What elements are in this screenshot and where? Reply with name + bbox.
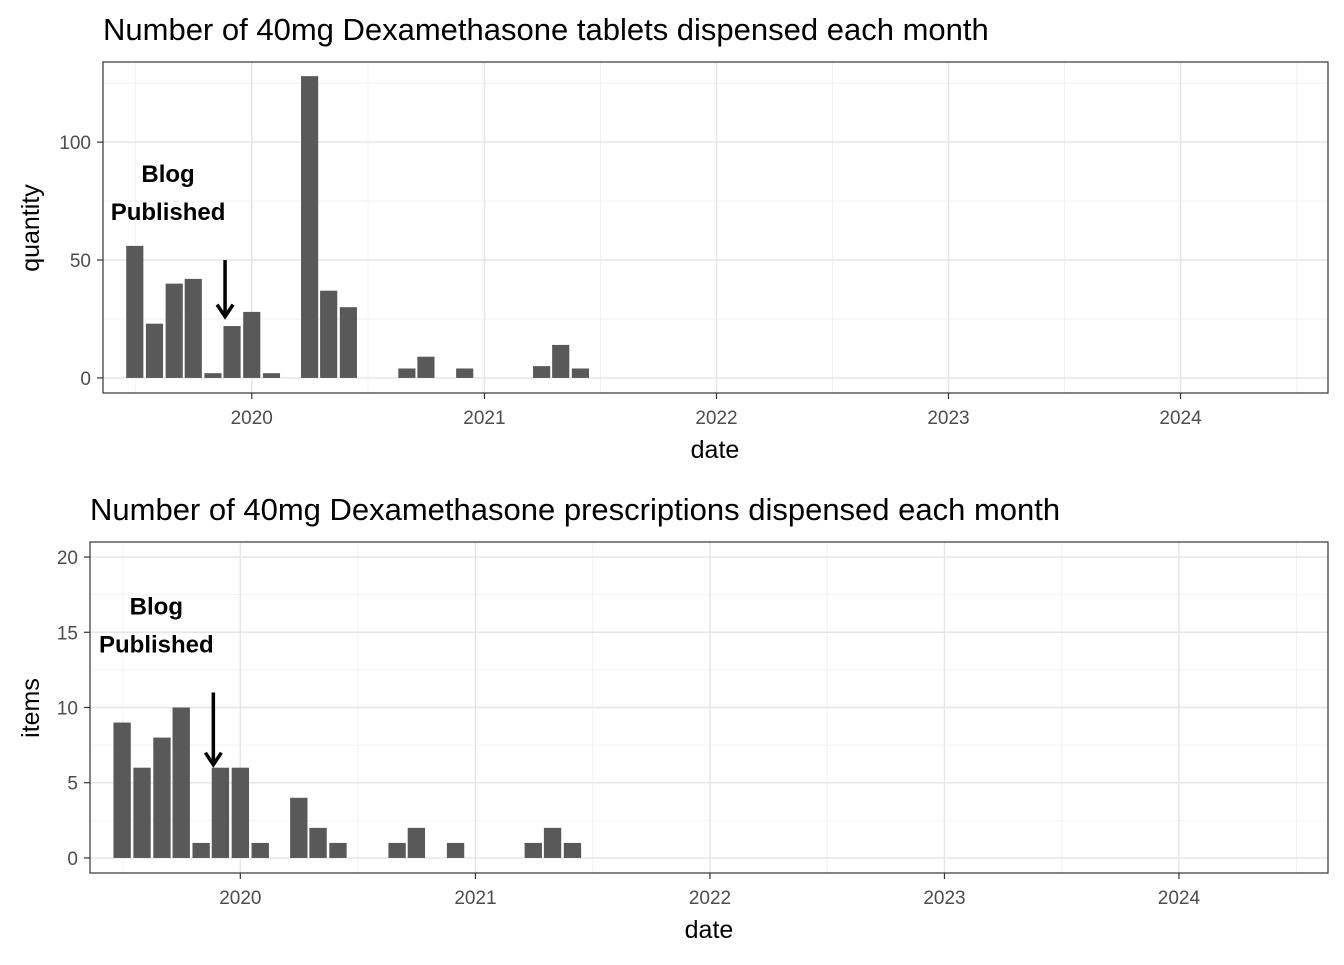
bar-2019-10-01 [184,278,202,378]
bar-2019-07-01 [126,245,144,378]
y-tick-label: 100 [59,133,91,154]
x-axis-label: date [685,916,734,944]
x-tick-label: 2021 [463,408,505,429]
bar-2020-02-01 [251,842,269,858]
grid-lines [103,62,1328,393]
bar-2019-07-01 [113,722,131,858]
y-tick-label: 20 [57,548,78,569]
axes: 2020 2021 2022 2023 2024 0 5 10 15 20 [57,548,1201,909]
axes: 2020 2021 2022 2023 2024 0 50 100 [59,133,1202,429]
prescriptions-chart: Number of 40mg Dexamethasone prescriptio… [17,492,1329,944]
bar-2021-06-01 [563,842,582,858]
bars [126,76,589,378]
y-tick-label: 0 [67,849,78,870]
bar-2020-09-01 [398,368,416,378]
bar-2020-09-01 [388,842,406,858]
bar-2019-12-01 [211,767,230,858]
bar-2019-09-01 [165,283,183,378]
y-axis-label: quantity [17,184,45,272]
chart-title: Number of 40mg Dexamethasone tablets dis… [103,12,989,47]
bar-2020-12-01 [446,842,465,858]
x-tick-label: 2024 [1159,408,1202,429]
y-axis-label: items [17,678,45,738]
bar-2021-04-01 [533,366,551,378]
bar-2021-05-01 [543,827,562,858]
bar-2020-02-01 [262,373,281,378]
bar-2019-08-01 [145,323,164,378]
x-tick-label: 2020 [231,408,273,429]
x-tick-label: 2024 [1158,888,1201,909]
panel-border [102,61,1329,394]
bar-2020-10-01 [407,827,426,858]
annotation-arrow-head [215,303,235,320]
bar-2021-06-01 [571,368,589,378]
bar-2019-11-01 [204,373,222,378]
bar-2021-04-01 [524,842,542,858]
annotation-text-line: Published [99,631,214,658]
bar-2020-01-01 [231,767,250,858]
bar-2020-06-01 [339,307,357,378]
bar-2021-05-01 [552,344,570,378]
bars [113,707,582,858]
tablets-chart: Number of 40mg Dexamethasone tablets dis… [17,12,1329,464]
plot-panel [103,62,1328,393]
blog-annotation: Blog Published [99,593,223,768]
x-tick-label: 2022 [689,888,731,909]
x-tick-label: 2020 [219,888,261,909]
x-tick-label: 2023 [927,408,969,429]
annotation-arrow-head [203,751,223,768]
bar-2020-05-01 [309,827,327,858]
annotation-text-line: Blog [141,161,194,188]
bar-2020-06-01 [329,842,347,858]
bar-2019-08-01 [133,767,151,858]
y-tick-label: 50 [70,251,91,272]
bar-2020-04-01 [301,76,319,378]
x-tick-label: 2022 [695,408,737,429]
x-tick-label: 2023 [923,888,965,909]
annotation-text-line: Blog [130,593,183,620]
blog-annotation: Blog Published [111,161,235,320]
y-tick-label: 0 [80,369,91,390]
y-tick-label: 15 [57,623,78,644]
x-axis-label: date [691,436,740,464]
y-tick-label: 10 [57,699,78,720]
bar-2019-10-01 [172,707,190,858]
bar-2020-12-01 [456,368,474,378]
y-tick-label: 5 [67,774,78,795]
bar-2020-05-01 [320,290,338,378]
x-tick-label: 2021 [454,888,496,909]
bar-2020-01-01 [243,311,261,378]
chart-title: Number of 40mg Dexamethasone prescriptio… [90,492,1060,527]
bar-2020-10-01 [417,356,435,378]
bar-2019-12-01 [223,326,241,378]
bar-2019-11-01 [192,842,210,858]
bar-2019-09-01 [153,737,171,858]
annotation-text-line: Published [111,199,226,226]
bar-2020-04-01 [290,797,308,858]
